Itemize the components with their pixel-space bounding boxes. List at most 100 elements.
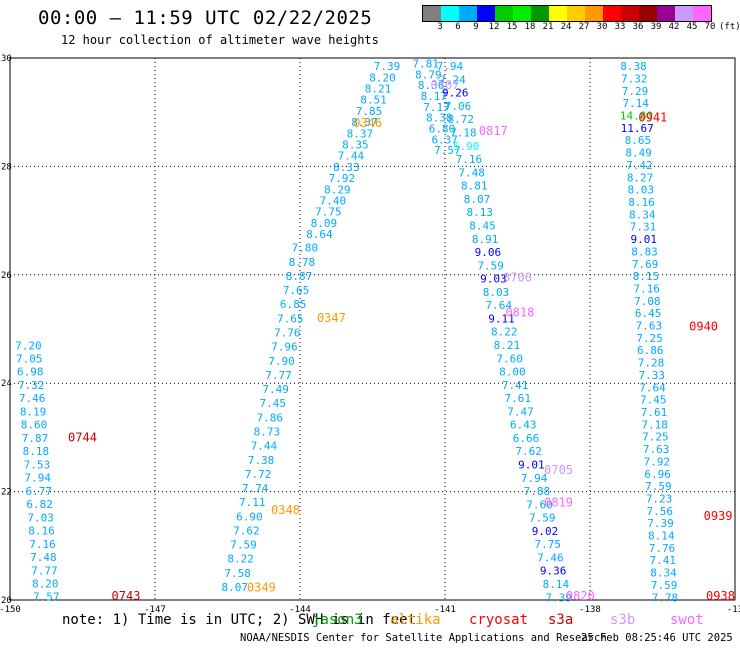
- scale-swatch: [459, 6, 477, 21]
- wave-height-value: 7.18: [641, 418, 668, 431]
- wave-height-value: 7.63: [643, 443, 670, 456]
- wave-height-value: 8.37: [351, 116, 378, 129]
- wave-height-color-scale: [422, 5, 712, 22]
- scale-label: 24: [560, 22, 572, 32]
- wave-height-value: 8.03: [628, 184, 655, 197]
- wave-height-value: 6.37: [431, 133, 458, 146]
- scale-label: 6: [455, 22, 461, 32]
- scale-swatch: [441, 6, 459, 21]
- legend-s3a: s3a: [548, 612, 574, 628]
- pass-time-label: 0744: [68, 430, 97, 444]
- legend-jason3: jason3: [312, 612, 363, 628]
- wave-height-value: 7.59: [651, 579, 678, 592]
- scale-label: 33: [614, 22, 626, 32]
- pass-time-label: 0939: [704, 509, 733, 523]
- wave-height-value: 7.08: [634, 295, 661, 308]
- wave-height-value: 7.33: [639, 369, 666, 382]
- wave-height-value: 7.46: [537, 551, 564, 564]
- wave-height-value: 8.72: [447, 113, 474, 126]
- scale-swatch: [657, 6, 675, 21]
- pass-time-label: 0743: [112, 589, 141, 603]
- scale-swatch: [603, 6, 621, 21]
- wave-height-value: 6.66: [513, 432, 540, 445]
- wave-height-value: 7.61: [641, 406, 668, 419]
- wave-height-value: 7.56: [647, 505, 674, 518]
- wave-height-value: 7.40: [320, 195, 347, 208]
- scale-swatch: [567, 6, 585, 21]
- scale-swatch: [531, 6, 549, 21]
- credit-line: NOAA/NESDIS Center for Satellite Applica…: [240, 632, 607, 644]
- wave-height-value: 7.92: [329, 172, 356, 185]
- wave-height-value: 6.77: [25, 485, 52, 498]
- wave-height-value: 7.38: [248, 454, 275, 467]
- pass-time-label: 0707: [431, 78, 460, 92]
- wave-height-value: 7.87: [22, 432, 49, 445]
- wave-height-value: 7.49: [262, 383, 289, 396]
- wave-height-value: 9.02: [532, 525, 559, 538]
- scale-label: 42: [668, 22, 680, 32]
- wave-height-value: 7.48: [458, 166, 485, 179]
- y-tick-label: 24: [1, 379, 12, 389]
- wave-height-value: 7.16: [29, 538, 56, 551]
- wave-height-value: 7.57: [434, 144, 461, 157]
- wave-height-value: 14.80: [620, 110, 653, 123]
- wave-height-value: 7.77: [265, 369, 292, 382]
- scale-label: 70: [704, 22, 716, 32]
- wave-height-value: 8.34: [650, 567, 677, 580]
- wave-height-value: 7.90: [268, 355, 295, 368]
- pass-time-label: 0819: [544, 495, 573, 509]
- wave-height-value: 8.45: [469, 219, 496, 232]
- wave-height-value: 8.21: [365, 83, 392, 96]
- wave-height-value: 8.13: [466, 206, 493, 219]
- wave-height-value: 9.36: [540, 565, 567, 578]
- wave-height-value: 6.82: [26, 498, 53, 511]
- wave-height-value: 7.03: [27, 511, 54, 524]
- wave-height-value: 7.81: [412, 57, 439, 70]
- wave-height-value: 8.35: [342, 139, 369, 152]
- wave-height-value: 7.59: [230, 539, 257, 552]
- wave-height-value: 7.77: [31, 564, 58, 577]
- scale-label: 27: [578, 22, 590, 32]
- scale-swatch: [621, 6, 639, 21]
- wave-height-value: 7.32: [18, 379, 45, 392]
- wave-height-value: 7.16: [633, 282, 660, 295]
- legend-swot: swot: [670, 612, 704, 628]
- wave-height-value: 7.29: [622, 85, 649, 98]
- wave-height-value: 7.78: [652, 591, 679, 604]
- wave-height-value: 9.11: [488, 312, 515, 325]
- wave-height-value: 7.94: [25, 472, 52, 485]
- wave-height-value: 8.51: [360, 94, 387, 107]
- wave-height-value: 7.72: [245, 468, 272, 481]
- wave-height-value: 8.37: [347, 127, 374, 140]
- wave-height-value: 7.60: [496, 352, 523, 365]
- wave-height-value: 7.64: [639, 381, 666, 394]
- scale-swatch: [477, 6, 495, 21]
- wave-height-value: 7.69: [632, 258, 659, 271]
- wave-height-value: 7.65: [277, 312, 304, 325]
- wave-height-value: 8.16: [28, 525, 55, 538]
- pass-time-label: 0705: [544, 463, 573, 477]
- pass-time-label: 0818: [505, 306, 534, 320]
- wave-height-value: 7.28: [638, 357, 665, 370]
- wave-height-value: 7.58: [224, 567, 251, 580]
- wave-height-value: 7.76: [274, 327, 301, 340]
- wave-height-value: 7.57: [33, 591, 60, 604]
- wave-height-value: 6.96: [644, 468, 671, 481]
- pass-time-label: 0940: [689, 319, 718, 333]
- wave-height-value: 7.63: [636, 320, 663, 333]
- wave-height-value: 7.47: [507, 405, 534, 418]
- wave-height-value: 8.00: [499, 366, 526, 379]
- pass-time-label: 0347: [317, 311, 346, 325]
- y-tick-label: 26: [1, 271, 12, 281]
- scale-swatch: [423, 6, 441, 21]
- wave-height-value: 7.31: [630, 221, 657, 234]
- wave-height-value: 7.32: [621, 72, 648, 85]
- wave-height-value: 8.19: [20, 405, 47, 418]
- wave-height-value: 7.64: [486, 299, 513, 312]
- wave-height-value: 9.01: [518, 459, 545, 472]
- x-tick-label: -13: [727, 605, 740, 615]
- wave-height-value: 8.20: [369, 71, 396, 84]
- x-tick-label: -144: [289, 605, 311, 615]
- scale-swatch: [549, 6, 567, 21]
- wave-height-value: 6.80: [429, 122, 456, 135]
